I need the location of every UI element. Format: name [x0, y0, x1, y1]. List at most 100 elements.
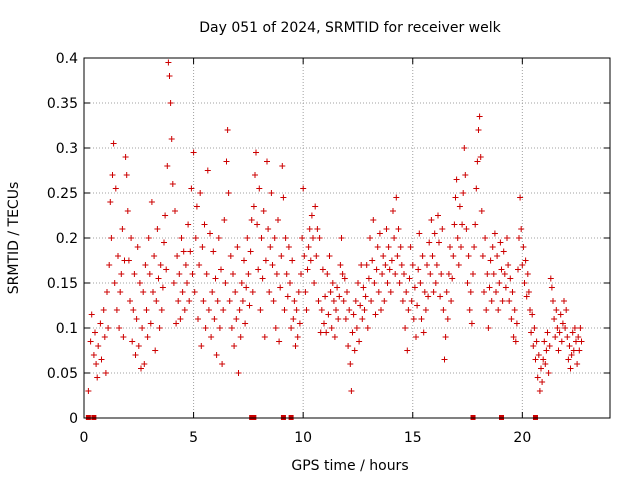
data-point [155, 275, 162, 282]
data-point [175, 298, 182, 304]
data-point [303, 307, 310, 313]
data-point [491, 230, 498, 237]
data-point [287, 280, 293, 286]
data-point [210, 248, 217, 255]
data-point [415, 266, 422, 273]
data-point [454, 235, 461, 241]
data-point [509, 289, 516, 295]
data-point [471, 244, 478, 250]
data-point [153, 298, 160, 304]
data-point [520, 244, 527, 250]
data-point [293, 307, 300, 313]
data-point [178, 235, 185, 241]
data-point [456, 203, 463, 210]
data-point [429, 253, 436, 259]
data-point [333, 307, 339, 313]
data-point [374, 244, 381, 250]
data-point [379, 271, 386, 277]
data-point [87, 338, 94, 345]
data-point [465, 253, 472, 259]
data-point [111, 280, 118, 286]
data-point [367, 235, 373, 241]
data-point [461, 145, 468, 151]
data-point [453, 176, 460, 183]
data-point [330, 298, 337, 304]
data-point [545, 370, 552, 376]
data-point [484, 271, 491, 277]
data-point [516, 235, 522, 241]
data-point [310, 235, 316, 241]
y-tick-label: 0 [69, 411, 78, 427]
data-point [496, 280, 503, 286]
data-point [485, 325, 492, 331]
data-point [547, 275, 554, 282]
data-point [409, 262, 416, 268]
data-point [349, 329, 356, 336]
data-point [258, 235, 265, 241]
data-point [270, 298, 277, 304]
data-point [169, 181, 176, 187]
data-point [399, 298, 406, 304]
data-point [197, 190, 204, 196]
data-point [361, 307, 368, 313]
data-point [148, 199, 155, 205]
data-point [575, 334, 582, 340]
data-point [306, 226, 313, 232]
data-point [405, 307, 412, 313]
data-point [304, 266, 311, 273]
data-point [196, 262, 203, 268]
data-point [314, 226, 321, 232]
data-point [363, 262, 370, 268]
data-point [418, 316, 425, 322]
data-point [551, 316, 558, 322]
data-point [256, 185, 263, 192]
data-point [187, 248, 194, 255]
data-point [236, 307, 243, 313]
data-point [441, 356, 448, 363]
data-point [548, 284, 555, 291]
data-point [259, 275, 266, 282]
data-point [351, 347, 358, 354]
data-point [507, 275, 514, 282]
data-point [237, 334, 244, 340]
data-point [260, 208, 267, 214]
data-point [119, 226, 126, 232]
data-point [92, 329, 98, 336]
data-point [573, 338, 579, 345]
data-point [523, 293, 530, 300]
data-point [139, 325, 146, 331]
data-point [515, 266, 521, 273]
data-point [506, 298, 513, 304]
data-point [488, 298, 495, 304]
data-point [406, 275, 413, 282]
data-point [352, 298, 359, 304]
data-point [380, 253, 387, 259]
data-point [369, 257, 376, 264]
data-point [170, 280, 177, 286]
data-point [90, 352, 97, 358]
data-point [249, 289, 256, 295]
data-point [214, 298, 221, 304]
data-point [173, 320, 180, 327]
data-point [375, 289, 382, 295]
data-point [571, 325, 578, 331]
data-point [308, 212, 315, 219]
data-point [95, 343, 102, 349]
data-point [419, 253, 426, 259]
data-point [483, 307, 490, 313]
data-point [390, 208, 396, 214]
data-point [198, 343, 205, 349]
data-point [329, 280, 336, 286]
data-point [414, 302, 421, 309]
data-point [565, 356, 572, 363]
data-point [386, 266, 393, 273]
data-point [331, 334, 338, 340]
data-point [319, 266, 326, 273]
data-point [368, 298, 375, 304]
data-point [394, 253, 401, 259]
data-point [112, 185, 119, 192]
data-point [186, 298, 193, 304]
data-point [440, 307, 447, 313]
data-point [134, 244, 141, 250]
data-point [550, 298, 556, 304]
